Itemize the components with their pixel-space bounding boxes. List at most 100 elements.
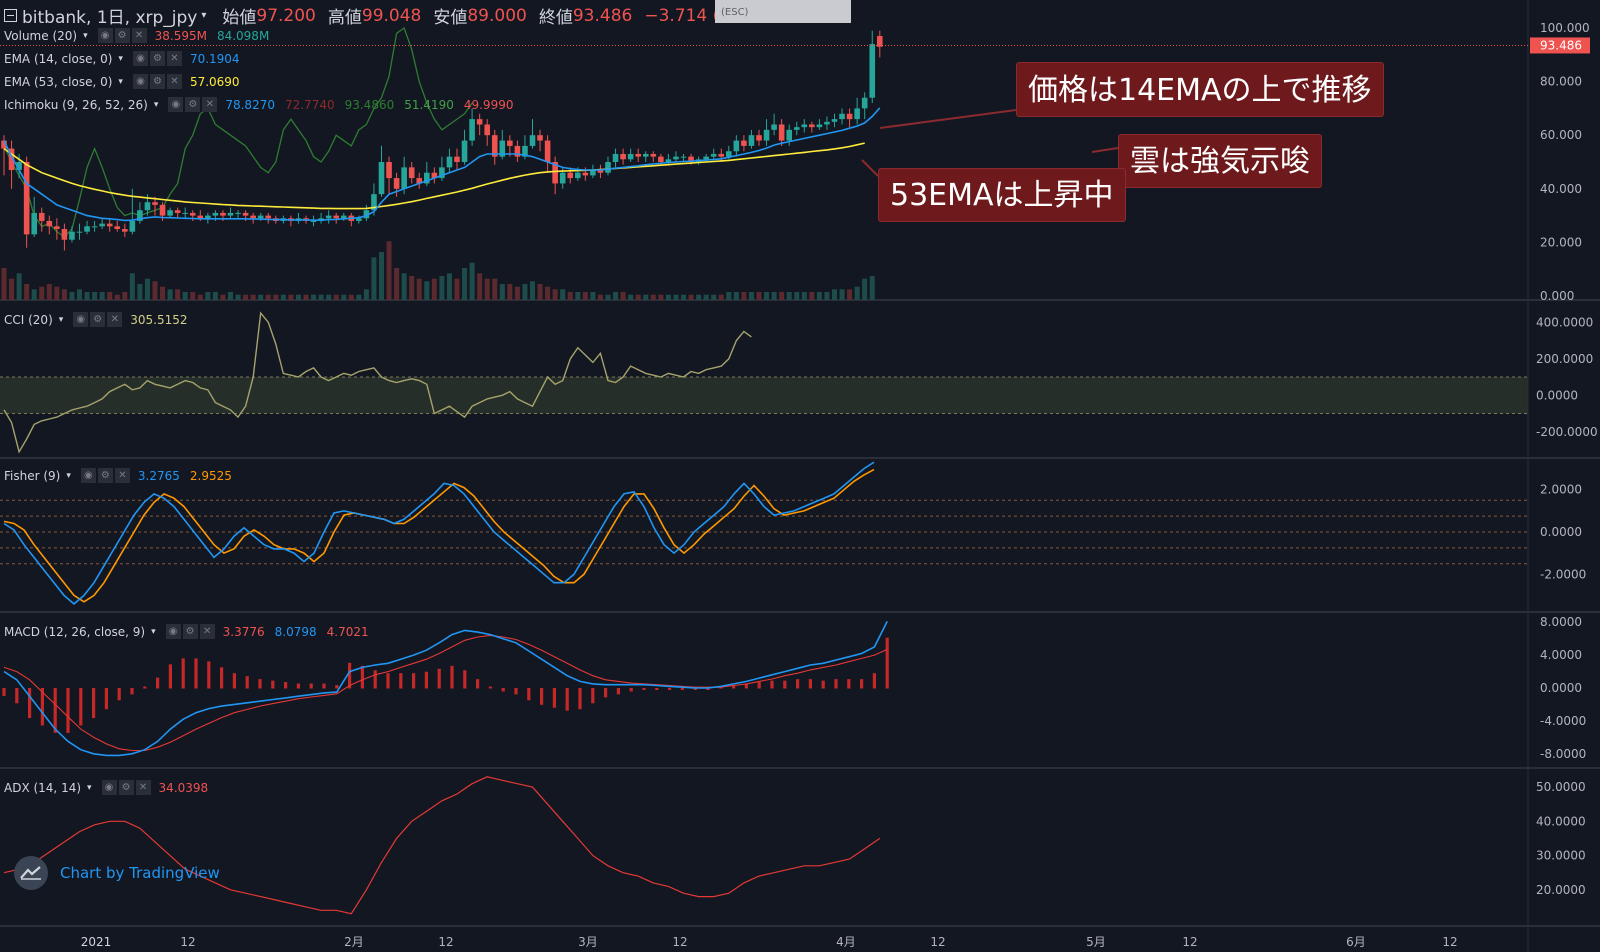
close-icon[interactable]: ✕	[202, 97, 218, 112]
candle-body	[167, 210, 173, 216]
close-icon[interactable]: ✕	[166, 74, 182, 89]
ema53-label[interactable]: EMA (53, close, 0)	[4, 74, 113, 89]
gear-icon[interactable]: ⚙	[182, 624, 198, 639]
candle-body	[552, 162, 558, 184]
volume-bar	[197, 294, 203, 300]
eye-icon[interactable]: ◉	[168, 97, 184, 112]
collapse-icon[interactable]	[4, 9, 17, 22]
gear-icon[interactable]: ⚙	[185, 97, 201, 112]
candle-body	[688, 156, 694, 162]
eye-icon[interactable]: ◉	[80, 468, 96, 483]
caret-down-icon[interactable]: ▾	[151, 626, 156, 637]
macd-histogram-bar	[66, 688, 70, 733]
close-icon[interactable]: ✕	[135, 780, 151, 795]
volume-bar	[545, 286, 551, 300]
callout-pointer	[1091, 147, 1119, 153]
candle-body	[839, 113, 845, 120]
open-label: 始値	[222, 8, 257, 28]
symbol-title[interactable]: bitbank, 1日, xrp_jpy	[22, 8, 198, 28]
volume-bar	[220, 294, 226, 300]
candle-body	[114, 226, 121, 229]
close-icon[interactable]: ✕	[114, 468, 130, 483]
volume-bar	[122, 292, 128, 300]
candle-body	[778, 124, 785, 141]
volume-bar	[258, 294, 264, 300]
candle-body	[122, 229, 128, 232]
gear-icon[interactable]: ⚙	[118, 780, 134, 795]
volume-bar	[809, 292, 815, 300]
volume-bar	[824, 292, 830, 300]
eye-icon[interactable]: ◉	[132, 51, 148, 66]
eye-icon[interactable]: ◉	[97, 28, 113, 43]
macd-tick-label: -8.0000	[1540, 747, 1586, 761]
volume-bar	[16, 273, 22, 300]
candle-body	[416, 178, 423, 184]
adx-legend: ADX (14, 14) ▾ ◉ ⚙ ✕ 34.0398	[4, 780, 218, 795]
gear-icon[interactable]: ⚙	[149, 74, 165, 89]
eye-icon[interactable]: ◉	[73, 312, 89, 327]
tradingview-branding[interactable]: Chart by TradingView	[14, 856, 220, 890]
macd-histogram-bar	[668, 688, 672, 690]
gear-icon[interactable]: ⚙	[114, 28, 130, 43]
caret-down-icon[interactable]: ▾	[118, 76, 123, 87]
conversion-value: 78.8270	[225, 97, 275, 112]
caret-down-icon[interactable]: ▾	[66, 470, 71, 481]
ema14-label[interactable]: EMA (14, close, 0)	[4, 51, 113, 66]
candle-body	[431, 172, 438, 179]
fisher-label[interactable]: Fisher (9)	[4, 468, 61, 483]
gear-icon[interactable]: ⚙	[149, 51, 165, 66]
macd-histogram-bar	[296, 683, 300, 689]
price-tick-label: 20.000	[1540, 235, 1582, 249]
ema14-legend: EMA (14, close, 0) ▾ ◉ ⚙ ✕ 70.1904	[4, 51, 250, 66]
macd-histogram-bar	[412, 673, 416, 689]
close-icon[interactable]: ✕	[166, 51, 182, 66]
volume-bar	[175, 289, 181, 300]
candle-body	[227, 212, 234, 216]
gear-icon[interactable]: ⚙	[90, 312, 106, 327]
x-tick-label: 6月	[1346, 935, 1366, 949]
caret-down-icon[interactable]: ▾	[87, 782, 92, 793]
gear-icon[interactable]: ⚙	[97, 468, 113, 483]
caret-down-icon[interactable]: ▾	[153, 99, 159, 110]
candle-body	[1, 140, 7, 149]
candle-body	[575, 172, 581, 179]
eye-icon[interactable]: ◉	[132, 74, 148, 89]
volume-bar	[129, 273, 135, 300]
caret-down-icon[interactable]: ▾	[201, 10, 207, 21]
caret-down-icon[interactable]: ▾	[118, 53, 123, 64]
ichimoku-label[interactable]: Ichimoku (9, 26, 52, 26)	[4, 97, 148, 112]
candle-body	[205, 215, 211, 219]
branding-text[interactable]: Chart by TradingView	[60, 864, 220, 882]
x-tick-label: 12	[1182, 935, 1197, 949]
eye-icon[interactable]: ◉	[165, 624, 181, 639]
close-icon[interactable]: ✕	[199, 624, 215, 639]
lagging-value: 93.4860	[344, 97, 395, 112]
volume-bar	[635, 294, 641, 300]
candle-body	[801, 124, 808, 128]
chart-title-row: bitbank, 1日, xrp_jpy ▾ 始値 97.200 高値 99.048…	[4, 3, 794, 28]
volume-bar	[530, 281, 535, 300]
cci-tick-label: 200.0000	[1536, 352, 1593, 366]
cci-label[interactable]: CCI (20)	[4, 312, 53, 327]
close-icon[interactable]: ✕	[131, 28, 147, 43]
candle-body	[846, 113, 853, 120]
macd-histogram-bar	[130, 688, 134, 695]
eye-icon[interactable]: ◉	[101, 780, 117, 795]
volume-bar	[605, 294, 611, 300]
adx-label[interactable]: ADX (14, 14)	[4, 780, 82, 795]
candle-body	[250, 215, 256, 219]
close-icon[interactable]: ✕	[107, 312, 123, 327]
macd-label[interactable]: MACD (12, 26, close, 9)	[4, 624, 146, 639]
adx-tick-label: 40.0000	[1536, 814, 1586, 828]
adx-line	[3, 776, 881, 915]
macd-histogram-bar	[373, 670, 377, 689]
exit-fullscreen-hint[interactable]: (ESC)	[715, 0, 851, 23]
volume-bar	[575, 292, 581, 300]
candle-body	[106, 223, 113, 227]
volume-label[interactable]: Volume (20)	[4, 28, 78, 43]
macd-histogram-bar	[821, 680, 825, 689]
caret-down-icon[interactable]: ▾	[58, 314, 64, 325]
caret-down-icon[interactable]: ▾	[83, 30, 88, 41]
volume-bar	[228, 292, 233, 300]
